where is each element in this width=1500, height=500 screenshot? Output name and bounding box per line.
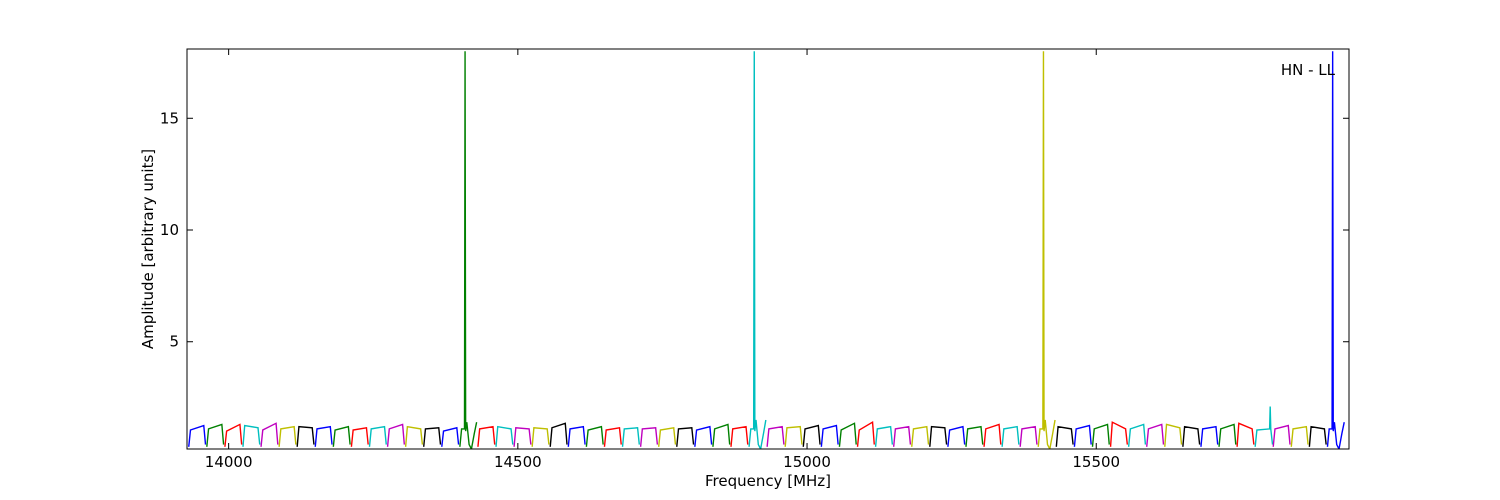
plot-frame xyxy=(186,48,1350,450)
y-tick-label: 10 xyxy=(160,221,179,239)
annotation: HN - LL xyxy=(1281,61,1336,79)
x-tick-label: 15000 xyxy=(783,453,831,471)
spectrum-line xyxy=(224,421,1255,447)
y-tick-label: 5 xyxy=(169,333,179,351)
spectrum-line xyxy=(188,51,1345,449)
lines xyxy=(188,51,1345,449)
spectrum-line xyxy=(296,422,1327,447)
x-axis-label: Frequency [MHz] xyxy=(705,472,831,490)
x-tick-label: 15500 xyxy=(1072,453,1120,471)
spectrum-line xyxy=(260,422,1291,447)
y-tick-label: 15 xyxy=(160,109,179,127)
y-axis-label: Amplitude [arbitrary units] xyxy=(139,149,157,349)
x-tick-label: 14500 xyxy=(494,453,542,471)
spectrum-line xyxy=(206,51,1237,449)
spectrum-line xyxy=(278,51,1309,449)
spectrum-line xyxy=(242,51,1274,449)
x-tick-label: 14000 xyxy=(205,453,253,471)
plot-area xyxy=(187,49,1349,449)
